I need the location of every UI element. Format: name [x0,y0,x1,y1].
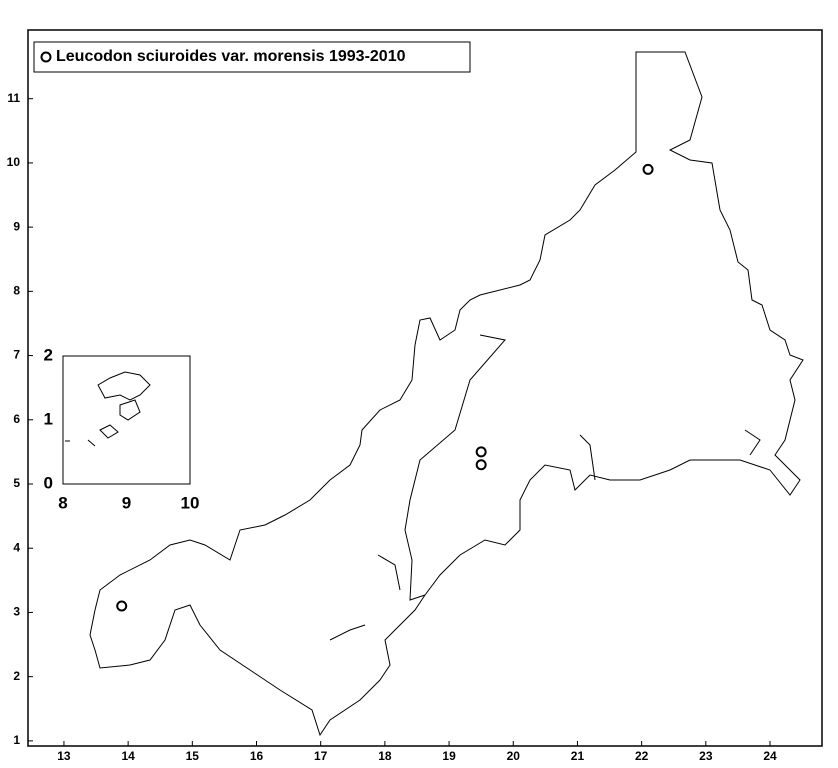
y-tick-label: 1 [13,733,20,747]
x-tick-label: 8 [58,493,67,512]
legend-box [33,41,471,73]
y-tick-label: 6 [13,412,20,426]
record-point [116,600,128,612]
inset-frame [62,355,191,485]
record-point [475,446,487,458]
y-tick-label: 1 [44,409,53,428]
y-tick-label: 10 [7,155,21,169]
y-tick-label: 0 [44,473,53,492]
legend-marker [40,51,52,63]
x-tick-label: 9 [122,493,131,512]
map-outline [89,51,804,737]
legend-label: Leucodon sciuroides var. morensis 1993-2… [56,48,406,65]
x-tick-label: 10 [181,493,200,512]
x-tick-label: 23 [699,749,713,763]
y-tick-label: 4 [13,540,20,554]
x-tick-label: 16 [250,749,264,763]
y-tick-label: 2 [13,669,20,683]
inset-islands [65,371,151,447]
x-tick-label: 21 [571,749,585,763]
x-tick-label: 24 [763,749,777,763]
y-tick-label: 8 [13,284,20,298]
x-tick-label: 14 [121,749,135,763]
x-tick-label: 19 [442,749,456,763]
record-point [642,163,654,175]
y-tick-label: 2 [44,345,53,364]
plot-frame [27,29,823,747]
x-tick-label: 13 [57,749,71,763]
y-tick-label: 3 [13,605,20,619]
x-tick-label: 20 [507,749,521,763]
record-point [475,459,487,471]
y-tick-label: 5 [13,476,20,490]
x-tick-label: 18 [378,749,392,763]
x-tick-label: 15 [186,749,200,763]
y-tick-label: 11 [7,91,20,105]
x-tick-label: 17 [314,749,328,763]
x-tick-label: 22 [635,749,649,763]
y-tick-label: 9 [13,219,20,233]
y-tick-label: 7 [13,348,20,362]
